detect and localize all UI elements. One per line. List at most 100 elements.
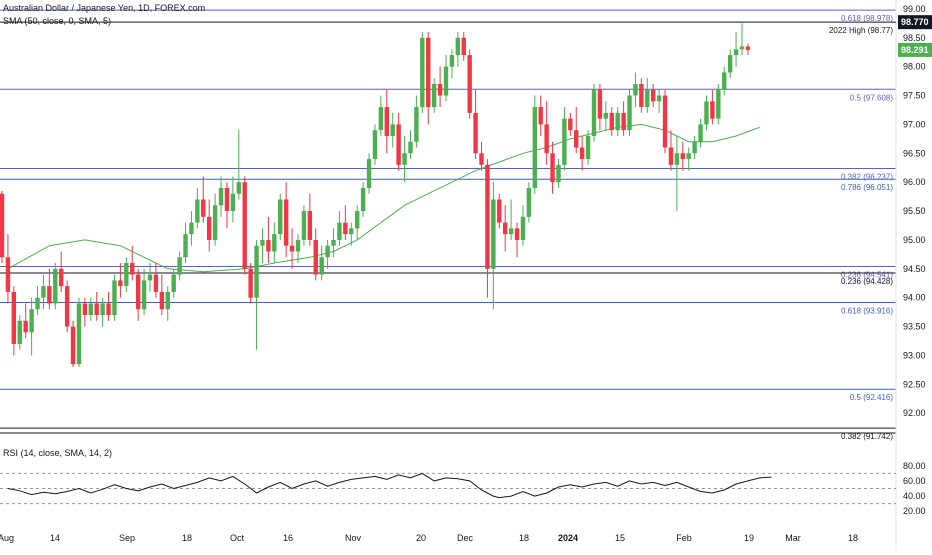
candle-body [360, 187, 366, 212]
time-tick-label: Feb [676, 533, 692, 543]
candle-body [135, 274, 141, 310]
candle-body [520, 216, 526, 240]
candle-body [674, 153, 680, 165]
fib-label: 0.236 (94.541) [841, 270, 893, 279]
badges: 98.291 98.770 2022 High (98.77) [0, 15, 932, 57]
candle-body [82, 303, 88, 316]
candle-body [236, 182, 241, 194]
candle-body [207, 216, 212, 240]
price-tick-label: 95.50 [903, 206, 926, 216]
candle-body [461, 37, 466, 56]
candle-body [218, 187, 224, 206]
last-price-badge [898, 42, 932, 57]
candle-body [35, 297, 40, 310]
candle-body [591, 89, 597, 136]
candle-body [272, 234, 277, 252]
candle-body [112, 280, 117, 316]
candle-body [159, 291, 165, 310]
time-tick-label: 19 [744, 533, 754, 543]
candle-body [64, 286, 70, 327]
fib-label: 0.236 (94.428) [841, 277, 893, 286]
high-annotation: 2022 High (98.77) [829, 26, 893, 35]
candle-body [283, 199, 289, 246]
sma-indicator-label: SMA (50, close, 0, SMA, 5) [3, 16, 112, 26]
candle-body [331, 239, 336, 246]
fib-label: 0.618 (93.916) [841, 307, 893, 316]
candle-body [408, 141, 413, 154]
candle-body [88, 303, 93, 316]
candle-body [266, 239, 271, 252]
candle-body [313, 239, 318, 275]
price-tick-label: 97.00 [903, 119, 926, 129]
time-tick-label: Nov [345, 533, 362, 543]
rsi-layer [0, 472, 896, 505]
candle-body [124, 263, 129, 287]
rsi-line [7, 472, 772, 499]
candle-body [396, 124, 401, 165]
time-tick-label: 16 [283, 533, 293, 543]
candle-body [485, 164, 490, 269]
candle-body [633, 83, 638, 96]
candle-body [41, 286, 46, 298]
candle-body [384, 107, 389, 136]
candle-body [76, 303, 82, 365]
price-tick-label: 92.50 [903, 379, 926, 389]
candle-body [733, 49, 739, 56]
candle-body [426, 37, 431, 108]
time-axis: Aug 14 Sep 18 Oct 16 Nov 20 Dec 18 2024 15 Feb 19 Mar 1… [0, 533, 858, 543]
candle-body [585, 135, 591, 160]
candle-body [668, 147, 674, 165]
candle-body [59, 268, 64, 287]
candle-body [201, 199, 206, 217]
candle-body [479, 153, 484, 165]
time-tick-label: 18 [182, 533, 192, 543]
fib-label: 0.5 (97.608) [850, 93, 893, 102]
sma-layer [7, 123, 760, 273]
candle-body [497, 199, 502, 223]
candles-layer [0, 23, 751, 368]
candle-body [47, 286, 52, 304]
rsi-tick-label: 60.00 [903, 476, 926, 486]
sma-line [7, 123, 760, 273]
rsi-indicator-label: RSI (14, close, SMA, 14, 2) [3, 448, 113, 458]
symbol-title: Australian Dollar / Japanese Yen, 1D, FO… [3, 3, 206, 13]
candle-body [514, 228, 520, 240]
candle-body [23, 320, 28, 333]
price-tick-label: 93.50 [903, 322, 926, 332]
time-tick-label: 14 [50, 533, 60, 543]
price-tick-label: 93.00 [903, 350, 926, 360]
candle-body [597, 89, 603, 119]
candle-body [289, 245, 295, 252]
candle-body [645, 89, 650, 108]
candle-body [11, 291, 17, 344]
candle-body [355, 211, 360, 229]
time-tick-label: 18 [848, 533, 858, 543]
candle-body [538, 107, 543, 125]
rsi-axis: 20.00 40.00 60.00 80.00 [903, 461, 926, 516]
candle-body [568, 118, 573, 131]
candle-body [319, 257, 324, 275]
fib-levels: 0.618 (98.978) 0.5 (97.608) 0.382 (96.237)… [0, 9, 896, 441]
candle-body [183, 234, 188, 258]
price-tick-label: 95.00 [903, 235, 926, 245]
rsi-tick-label: 80.00 [903, 461, 926, 471]
candle-body [366, 159, 372, 188]
candle-body [189, 222, 194, 235]
time-tick-label: 18 [519, 533, 529, 543]
fib-label: 0.382 (91.742) [841, 432, 893, 441]
candle-body [390, 124, 395, 136]
candle-body [745, 46, 751, 50]
candle-body [212, 205, 218, 240]
candle-body [574, 130, 579, 148]
candle-body [295, 239, 301, 252]
candle-body [727, 55, 733, 73]
candle-body [550, 153, 555, 183]
price-tick-label: 92.00 [903, 408, 926, 418]
candle-body [171, 274, 176, 292]
candle-body [141, 280, 147, 310]
candle-body [443, 66, 449, 96]
candle-body [118, 280, 123, 287]
candle-body [692, 141, 697, 154]
